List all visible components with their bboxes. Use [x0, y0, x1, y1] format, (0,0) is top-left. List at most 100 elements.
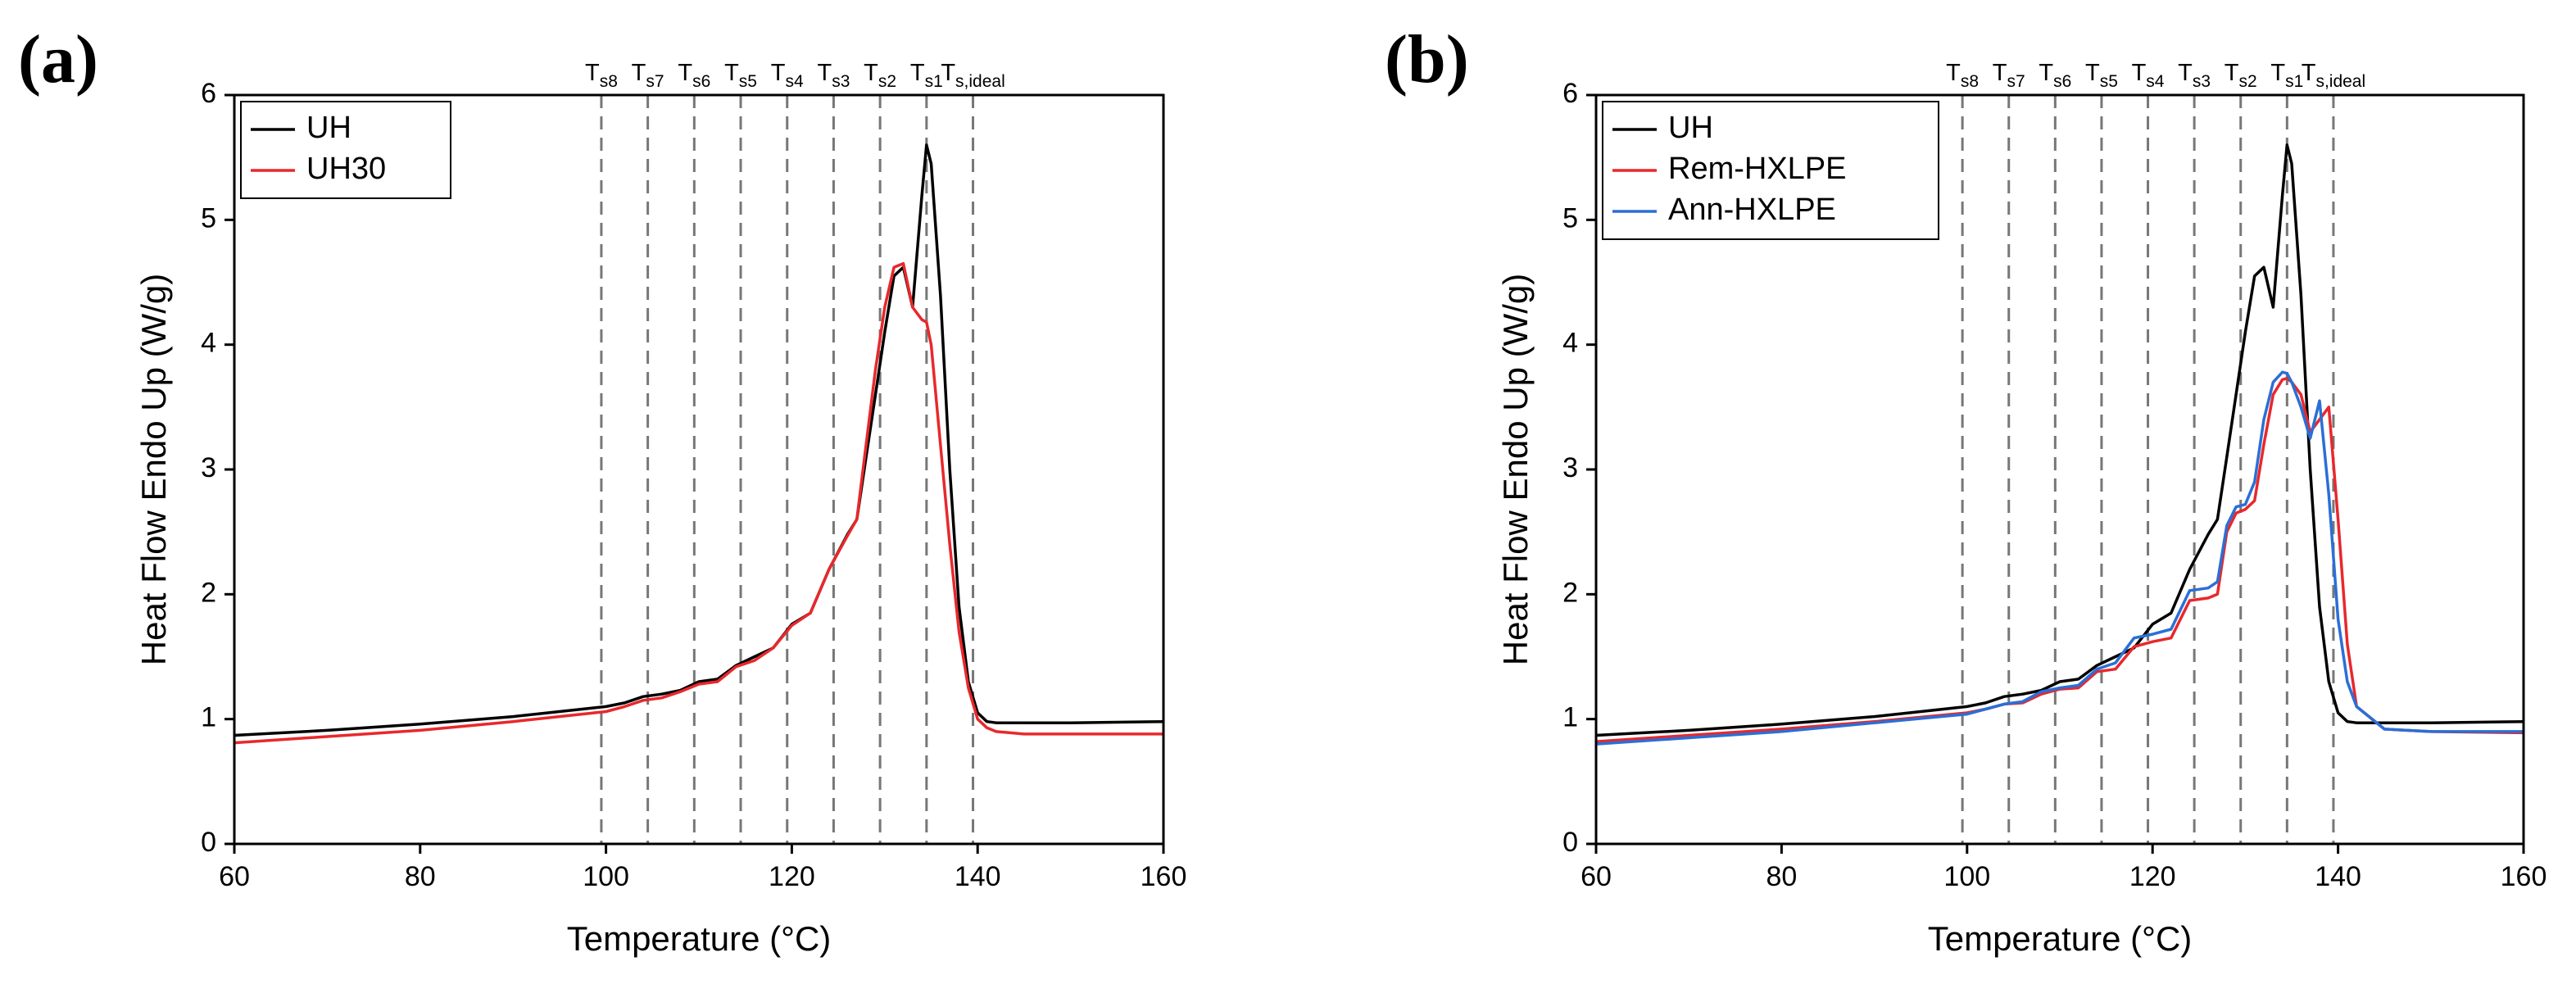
- marker-label-main: T: [817, 60, 832, 86]
- marker-label-main: T: [2225, 60, 2239, 86]
- x-tick-label: 140: [2315, 861, 2361, 892]
- series-line: [234, 261, 1163, 745]
- marker-label-sub: s1: [925, 72, 943, 91]
- legend-label: UH30: [306, 152, 386, 186]
- marker-label: Ts5: [724, 60, 757, 91]
- marker-label: Ts2: [864, 60, 896, 91]
- marker-label-sub: s6: [2053, 72, 2071, 91]
- x-tick-label: 80: [1766, 861, 1797, 892]
- marker-label-sub: s7: [646, 72, 664, 91]
- marker-label: Ts5: [2085, 60, 2118, 91]
- series-line: [1595, 370, 2524, 746]
- marker-label-sub: s,ideal: [955, 72, 1005, 91]
- marker-label: Ts3: [817, 60, 850, 91]
- legend-label: Ann-HXLPE: [1668, 193, 1836, 227]
- marker-label-main: T: [910, 60, 925, 86]
- marker-label-main: T: [2178, 60, 2193, 86]
- y-tick-label: 5: [1562, 202, 1578, 234]
- x-tick-label: 120: [769, 861, 815, 892]
- x-tick-label: 100: [1943, 861, 1990, 892]
- marker-label-sub: s,ideal: [2315, 72, 2365, 91]
- marker-label: Ts6: [678, 60, 710, 91]
- marker-label-main: T: [864, 60, 878, 86]
- x-tick-label: 80: [405, 861, 436, 892]
- marker-label-sub: s1: [2285, 72, 2303, 91]
- marker-label-sub: s3: [2193, 72, 2211, 91]
- marker-label-main: T: [2085, 60, 2100, 86]
- x-tick-label: 60: [219, 861, 250, 892]
- marker-label-sub: s5: [739, 72, 757, 91]
- marker-label-main: T: [941, 60, 955, 86]
- marker-label-main: T: [1993, 60, 2007, 86]
- marker-label-main: T: [2302, 60, 2316, 86]
- x-tick-label: 160: [1141, 861, 1187, 892]
- y-tick-label: 4: [1562, 328, 1578, 359]
- y-tick-label: 4: [201, 328, 216, 359]
- marker-label: Ts1: [2270, 60, 2303, 91]
- x-tick-label: 140: [955, 861, 1001, 892]
- x-tick-label: 160: [2501, 861, 2547, 892]
- marker-label: Ts,ideal: [941, 60, 1005, 91]
- marker-label: Ts8: [585, 60, 618, 91]
- marker-label-main: T: [2132, 60, 2147, 86]
- x-axis-label: Temperature (°C): [1928, 919, 2193, 958]
- marker-label-sub: s5: [2100, 72, 2118, 91]
- marker-label-sub: s4: [2146, 72, 2165, 91]
- marker-label-sub: s6: [692, 72, 710, 91]
- y-tick-label: 2: [1562, 577, 1578, 608]
- y-axis-label: Heat Flow Endo Up (W/g): [1496, 274, 1535, 666]
- x-axis-label: Temperature (°C): [567, 919, 832, 958]
- marker-label-sub: s7: [2007, 72, 2025, 91]
- plot-frame: [233, 93, 1165, 846]
- marker-label-sub: s8: [1961, 72, 1979, 91]
- marker-label: Ts1: [910, 60, 943, 91]
- x-tick-label: 100: [583, 861, 629, 892]
- legend-box: [240, 101, 451, 199]
- marker-label-main: T: [678, 60, 692, 86]
- marker-label: Ts,ideal: [2302, 60, 2365, 91]
- y-tick-label: 6: [1562, 78, 1578, 109]
- marker-label-main: T: [585, 60, 600, 86]
- y-tick-label: 2: [201, 577, 216, 608]
- panel-label: (b): [1385, 21, 1469, 97]
- marker-label: Ts6: [2039, 60, 2071, 91]
- marker-label-main: T: [724, 60, 739, 86]
- series-line: [1595, 143, 2524, 737]
- x-tick-label: 120: [2129, 861, 2176, 892]
- legend-box: [1602, 101, 1939, 240]
- marker-label-sub: s3: [832, 72, 850, 91]
- x-tick-label: 60: [1581, 861, 1612, 892]
- y-axis-label: Heat Flow Endo Up (W/g): [134, 274, 173, 666]
- marker-label-main: T: [2270, 60, 2285, 86]
- legend-label: UH: [1668, 111, 1713, 145]
- y-tick-label: 1: [201, 702, 216, 733]
- series-line: [234, 143, 1164, 737]
- y-tick-label: 3: [201, 452, 216, 483]
- marker-label-main: T: [632, 60, 646, 86]
- y-tick-label: 1: [1562, 702, 1578, 733]
- marker-label-main: T: [771, 60, 786, 86]
- y-tick-label: 3: [1562, 452, 1578, 483]
- marker-label-sub: s8: [600, 72, 618, 91]
- marker-label: Ts2: [2225, 60, 2257, 91]
- marker-label: Ts3: [2178, 60, 2211, 91]
- marker-label: Ts7: [632, 60, 664, 91]
- marker-label-main: T: [1946, 60, 1961, 86]
- y-tick-label: 0: [1562, 827, 1578, 858]
- marker-label-sub: s4: [785, 72, 804, 91]
- y-tick-label: 6: [201, 78, 216, 109]
- marker-label: Ts7: [1993, 60, 2025, 91]
- marker-label: Ts4: [771, 60, 804, 91]
- panel-label: (a): [18, 21, 98, 97]
- legend-label: Rem-HXLPE: [1668, 152, 1847, 186]
- y-tick-label: 0: [201, 827, 216, 858]
- marker-label-sub: s2: [2239, 72, 2257, 91]
- marker-label: Ts8: [1946, 60, 1979, 91]
- y-tick-label: 5: [201, 202, 216, 234]
- marker-label-main: T: [2039, 60, 2053, 86]
- marker-label: Ts4: [2132, 60, 2165, 91]
- marker-label-sub: s2: [878, 72, 896, 91]
- legend-label: UH: [306, 111, 351, 145]
